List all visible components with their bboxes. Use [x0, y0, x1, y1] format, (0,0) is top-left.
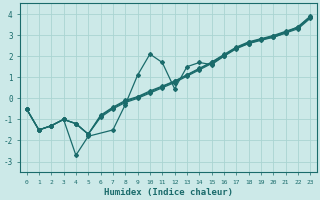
X-axis label: Humidex (Indice chaleur): Humidex (Indice chaleur) — [104, 188, 233, 197]
